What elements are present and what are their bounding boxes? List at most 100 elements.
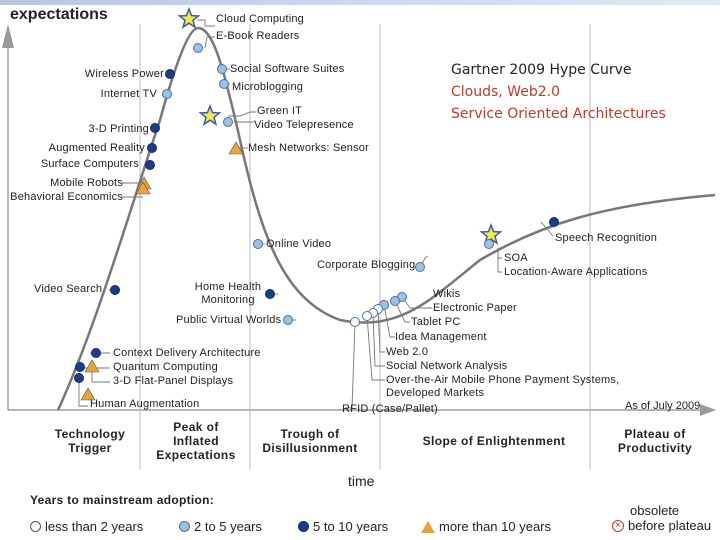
as-of-date: As of July 2009	[625, 400, 701, 412]
phase-line: Expectations	[156, 448, 236, 462]
triangle-marker	[84, 359, 100, 373]
note-line-1: Gartner 2009 Hype Curve	[451, 62, 632, 78]
triangle-marker	[228, 141, 244, 155]
tech-label: Quantum Computing	[113, 361, 218, 373]
tech-label: Internet TV	[100, 88, 157, 100]
light-circle-marker	[283, 315, 293, 325]
y-axis-arrowhead	[2, 24, 14, 48]
light-blue-circle-icon	[179, 521, 190, 532]
tech-label: Social Software Suites	[230, 63, 345, 75]
tech-label: Cloud Computing	[216, 13, 304, 25]
dark-circle-marker	[145, 160, 155, 170]
phase-plateau: Plateau of Productivity	[600, 427, 710, 455]
tech-label: SOA	[504, 252, 528, 264]
y-axis-label: expectations	[10, 6, 108, 23]
phase-trough: Trough of Disillusionment	[252, 427, 368, 455]
tech-label: RFID (Case/Pallet)	[342, 403, 438, 415]
triangle-marker	[80, 387, 96, 401]
star-marker	[479, 222, 503, 245]
legend-item: 2 to 5 years	[179, 519, 262, 534]
light-circle-marker	[162, 89, 172, 99]
note-line-2: Clouds, Web2.0	[451, 84, 560, 100]
phase-line: Technology	[54, 427, 126, 441]
dark-circle-marker	[165, 69, 175, 79]
tech-label: Speech Recognition	[555, 232, 658, 244]
phase-line: Trigger	[68, 441, 112, 455]
light-circle-marker	[219, 79, 229, 89]
legend-label: 5 to 10 years	[313, 519, 389, 534]
tech-label: Wikis	[433, 288, 461, 300]
dark-circle-marker	[147, 143, 157, 153]
light-circle-marker	[223, 117, 233, 127]
legend-label: 2 to 5 years	[194, 519, 262, 534]
tech-label: Over-the-Air Mobile Phone Payment System…	[386, 374, 620, 399]
dark-circle-marker	[265, 289, 275, 299]
legend-item: more than 10 years	[421, 519, 551, 534]
triangle-marker	[135, 181, 151, 195]
phase-technology-trigger: Technology Trigger	[44, 427, 136, 455]
tech-label: 3-D Printing	[88, 123, 149, 135]
dark-circle-marker	[549, 217, 559, 227]
phase-line: Inflated	[173, 434, 219, 448]
phase-line: Productivity	[617, 441, 693, 455]
tech-label: Augmented Reality	[48, 142, 145, 154]
tech-label: Web 2.0	[386, 346, 429, 358]
tech-label: Video Telepresence	[254, 119, 354, 131]
phase-slope: Slope of Enlightenment	[404, 434, 584, 448]
light-circle-marker	[415, 262, 425, 272]
tech-label: Social Network Analysis	[386, 360, 508, 372]
obsolete-row: × before plateau	[612, 518, 711, 533]
tech-label: Mesh Networks: Sensor	[248, 142, 369, 154]
x-axis-arrowhead	[700, 404, 716, 416]
light-circle-marker	[217, 64, 227, 74]
phase-line: Trough of	[280, 427, 340, 441]
tech-label: Context Delivery Architecture	[113, 347, 261, 359]
tech-label: Idea Management	[395, 331, 487, 343]
star-marker	[177, 6, 201, 29]
light-circle-marker	[253, 239, 263, 249]
note-line-3: Service Oriented Architectures	[451, 106, 666, 122]
phase-line: Slope of Enlightenment	[422, 434, 566, 448]
orange-triangle-icon	[421, 520, 435, 533]
light-circle-marker	[193, 43, 203, 53]
x-axis-label: time	[348, 473, 375, 489]
tech-label: Electronic Paper	[433, 302, 517, 314]
white-circle-marker	[362, 311, 372, 321]
phase-line: Disillusionment	[262, 441, 358, 455]
star-marker	[198, 103, 222, 126]
obsolete-label: before plateau	[628, 518, 712, 533]
tech-label: Microblogging	[232, 81, 304, 93]
legend-item: 5 to 10 years	[298, 519, 388, 534]
white-circle-marker	[350, 317, 360, 327]
tech-label: Tablet PC	[411, 316, 461, 328]
legend-label: less than 2 years	[45, 519, 144, 534]
technology-markers	[74, 6, 559, 401]
tech-label: Mobile Robots	[50, 177, 123, 189]
hype-curve	[56, 26, 716, 411]
phase-line: Plateau of	[624, 427, 686, 441]
obsolete-x-icon: ×	[612, 519, 624, 532]
tech-label: Corporate Blogging	[317, 259, 416, 271]
legend-title: Years to mainstream adoption:	[30, 493, 215, 507]
tech-label: Human Augmentation	[90, 398, 200, 410]
legend-label: more than 10 years	[439, 519, 552, 534]
top-accent-bar	[0, 0, 720, 5]
obsolete-label: obsolete	[630, 503, 680, 518]
tech-label: Online Video	[266, 238, 332, 250]
tech-label: Video Search	[34, 283, 103, 295]
dark-circle-marker	[74, 373, 84, 383]
legend-obsolete: obsolete × before plateau	[612, 503, 711, 533]
tech-label: Surface Computers	[40, 158, 139, 170]
dark-blue-circle-icon	[298, 521, 309, 532]
light-circle-marker	[390, 296, 400, 306]
white-circle-icon	[30, 521, 41, 532]
light-circle-marker	[484, 239, 494, 249]
legend-item: less than 2 years	[30, 519, 143, 534]
dark-circle-marker	[150, 123, 160, 133]
tech-label: E-Book Readers	[216, 30, 300, 42]
tech-label: Green IT	[257, 105, 303, 117]
tech-label: Behavioral Economics	[10, 191, 123, 203]
tech-label: 3-D Flat-Panel Displays	[113, 375, 234, 387]
dark-circle-marker	[91, 348, 101, 358]
